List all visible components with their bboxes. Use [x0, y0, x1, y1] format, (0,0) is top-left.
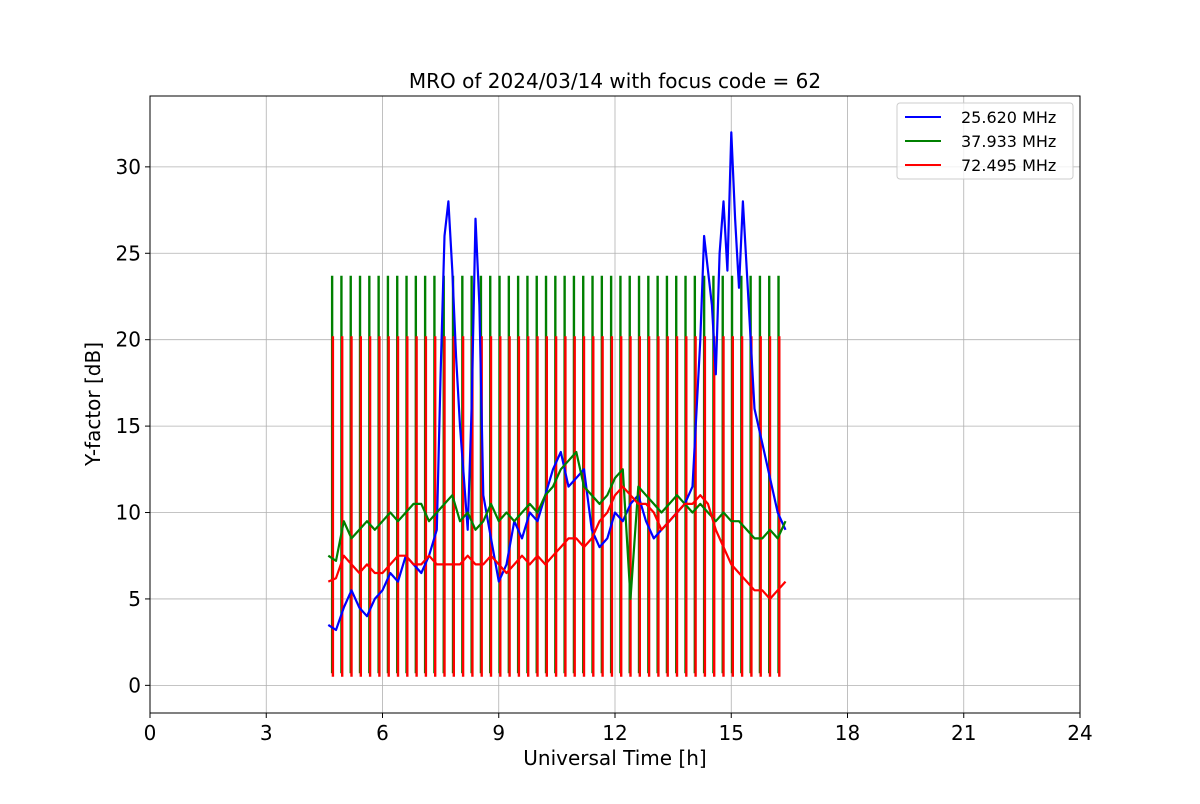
x-tick-label: 18 [835, 721, 860, 745]
series-line-2 [327, 485, 787, 601]
legend: 25.620 MHz 37.933 MHz 72.495 MHz [896, 102, 1074, 180]
x-tick-label: 12 [602, 721, 627, 745]
pulse-layer [330, 275, 781, 677]
series-line-0 [327, 131, 787, 632]
y-tick-label: 10 [116, 501, 141, 525]
legend-label-37933: 37.933 MHz [961, 132, 1056, 151]
legend-label-72495: 72.495 MHz [961, 156, 1056, 175]
y-tick-label: 0 [128, 673, 141, 697]
y-axis-label: Y-factor [dB] [81, 342, 105, 467]
legend-box [896, 102, 1074, 180]
y-tick-label: 15 [116, 414, 141, 438]
x-tick-label: 24 [1067, 721, 1092, 745]
x-tick-label: 3 [260, 721, 273, 745]
legend-label-25620: 25.620 MHz [961, 108, 1056, 127]
series-line-1 [327, 450, 787, 601]
x-tick-label: 15 [719, 721, 744, 745]
chart-title: MRO of 2024/03/14 with focus code = 62 [409, 69, 821, 93]
series-layer [327, 131, 787, 632]
x-tick-label: 0 [144, 721, 157, 745]
x-tick-label: 9 [492, 721, 505, 745]
y-tick-label: 20 [116, 328, 141, 352]
x-tick-label: 21 [951, 721, 976, 745]
y-tick-label: 5 [128, 587, 141, 611]
x-axis-label: Universal Time [h] [523, 746, 706, 770]
x-tick-label: 6 [376, 721, 389, 745]
tick-layer: 0 3 6 9 12 15 18 21 24 0 5 10 15 20 25 30 [116, 155, 1093, 745]
y-tick-label: 30 [116, 155, 141, 179]
y-tick-label: 25 [116, 241, 141, 265]
